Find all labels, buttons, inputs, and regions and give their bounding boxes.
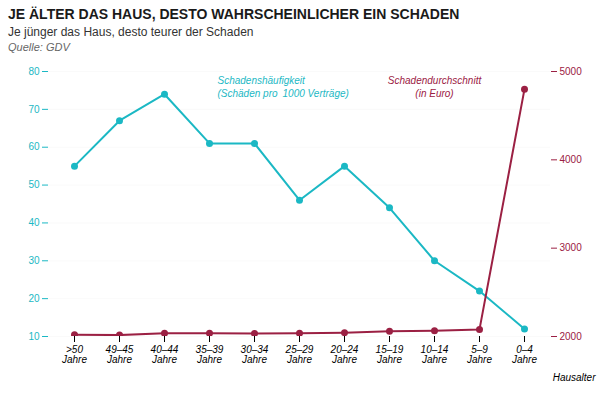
svg-text:15–19Jahre: 15–19Jahre [376, 344, 404, 365]
svg-text:30: 30 [28, 255, 40, 266]
svg-text:60: 60 [28, 141, 40, 152]
svg-text:Schadendurchschnitt(in Euro): Schadendurchschnitt(in Euro) [388, 75, 483, 99]
svg-text:Hausalter: Hausalter [553, 372, 596, 383]
svg-text:2000: 2000 [560, 331, 583, 342]
svg-text:3000: 3000 [560, 242, 583, 253]
svg-text:10–14Jahre: 10–14Jahre [421, 344, 449, 365]
svg-text:25–29Jahre: 25–29Jahre [285, 344, 314, 365]
svg-text:4000: 4000 [560, 154, 583, 165]
svg-text:35–39Jahre: 35–39Jahre [196, 344, 224, 365]
svg-text:Schadenshäufigkeit(Schäden pro: Schadenshäufigkeit(Schäden pro 1000 Vert… [218, 75, 349, 99]
svg-text:5–9Jahre: 5–9Jahre [466, 344, 492, 365]
svg-text:10: 10 [28, 331, 40, 342]
html-text:JE ÄLTER DAS HAUS, DESTO WAHRS: JE ÄLTER DAS HAUS, DESTO WAHRSCHEINLICHE… [8, 6, 460, 22]
svg-text:5000: 5000 [560, 66, 583, 77]
svg-text:>50Jahre: >50Jahre [61, 344, 87, 365]
svg-text:70: 70 [28, 104, 40, 115]
svg-text:49–45Jahre: 49–45Jahre [106, 344, 134, 365]
html-text:Quelle: GDV: Quelle: GDV [8, 41, 70, 53]
svg-text:40: 40 [28, 217, 40, 228]
html-text:Je jünger das Haus, desto teur: Je jünger das Haus, desto teurer der Sch… [8, 25, 254, 39]
svg-text:20: 20 [28, 293, 40, 304]
svg-text:20–24Jahre: 20–24Jahre [330, 344, 359, 365]
svg-text:30–34Jahre: 30–34Jahre [241, 344, 269, 365]
svg-text:0–4Jahre: 0–4Jahre [511, 344, 537, 365]
svg-text:50: 50 [28, 179, 40, 190]
svg-text:40–44Jahre: 40–44Jahre [151, 344, 179, 365]
svg-text:80: 80 [28, 66, 40, 77]
